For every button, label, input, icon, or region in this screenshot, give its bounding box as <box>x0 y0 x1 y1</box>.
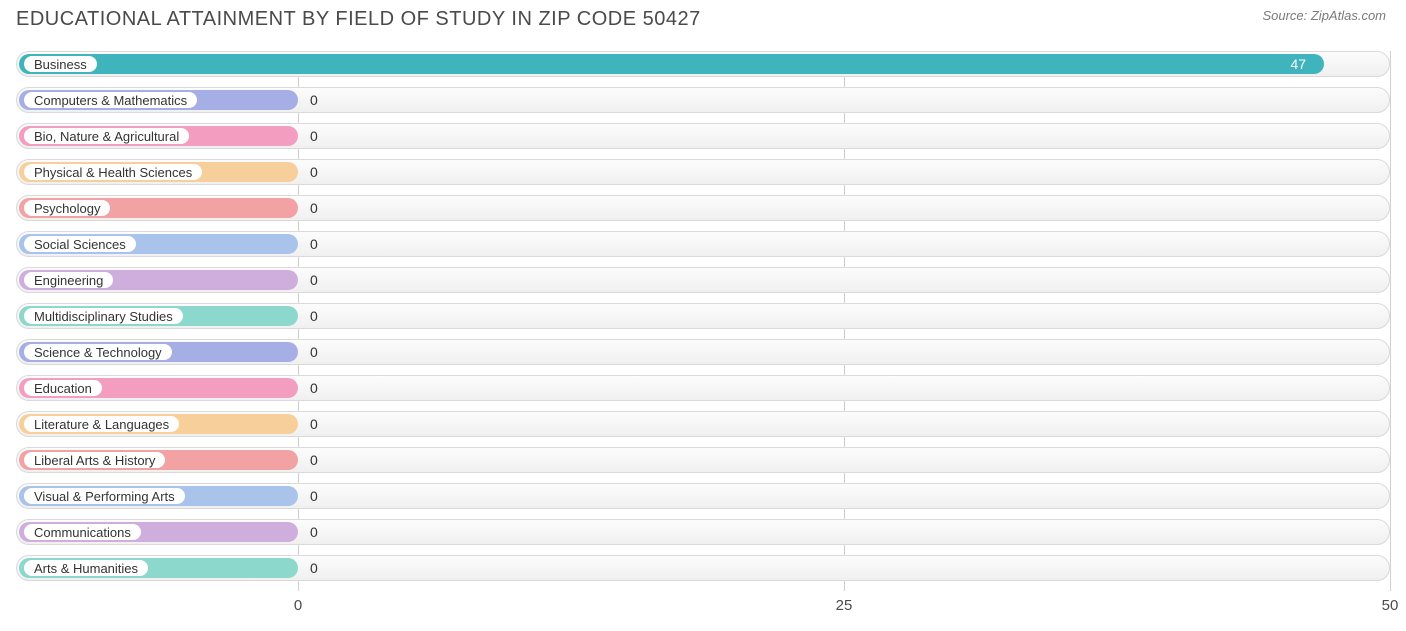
bar-row: Liberal Arts & History 0 <box>16 447 1390 473</box>
bar-value-label: 0 <box>310 519 318 545</box>
bar-value-label: 0 <box>310 303 318 329</box>
bar-value-label: 0 <box>310 483 318 509</box>
bar-row: Business 47 <box>16 51 1390 77</box>
x-tick: 50 <box>1382 597 1399 614</box>
bar-row: Education 0 <box>16 375 1390 401</box>
bar-value-label: 0 <box>310 411 318 437</box>
bar-value-label: 0 <box>310 447 318 473</box>
bar-row: Science & Technology 0 <box>16 339 1390 365</box>
bar-row: Literature & Languages 0 <box>16 411 1390 437</box>
bar-category-pill: Literature & Languages <box>24 416 179 432</box>
bar-value-label: 0 <box>310 231 318 257</box>
x-tick: 0 <box>294 597 302 614</box>
bar-value-label: 0 <box>310 339 318 365</box>
bar-category-pill: Visual & Performing Arts <box>24 488 185 504</box>
bar-value-label: 0 <box>310 123 318 149</box>
bar-category-pill: Engineering <box>24 272 113 288</box>
bar-category-pill: Computers & Mathematics <box>24 92 197 108</box>
bar-value-label: 0 <box>310 87 318 113</box>
chart-plot: Business47Computers & Mathematics0Bio, N… <box>16 51 1390 591</box>
bar-category-pill: Arts & Humanities <box>24 560 148 576</box>
x-tick: 25 <box>836 597 853 614</box>
bar-value-label: 47 <box>1290 51 1306 77</box>
bar-category-pill: Business <box>24 56 97 72</box>
bar-row: Multidisciplinary Studies 0 <box>16 303 1390 329</box>
gridline <box>1390 51 1391 591</box>
bar-value-label: 0 <box>310 375 318 401</box>
bar-value-label: 0 <box>310 195 318 221</box>
bar-category-pill: Bio, Nature & Agricultural <box>24 128 189 144</box>
bar <box>19 54 1324 74</box>
bar-value-label: 0 <box>310 159 318 185</box>
bar-category-pill: Multidisciplinary Studies <box>24 308 183 324</box>
bar-category-pill: Psychology <box>24 200 110 216</box>
bar-row: Bio, Nature & Agricultural 0 <box>16 123 1390 149</box>
bar-category-pill: Communications <box>24 524 141 540</box>
bar-category-pill: Science & Technology <box>24 344 172 360</box>
chart-header: EDUCATIONAL ATTAINMENT BY FIELD OF STUDY… <box>0 0 1406 39</box>
bar-row: Visual & Performing Arts 0 <box>16 483 1390 509</box>
bar-category-pill: Education <box>24 380 102 396</box>
bar-row: Engineering 0 <box>16 267 1390 293</box>
chart-title: EDUCATIONAL ATTAINMENT BY FIELD OF STUDY… <box>16 8 701 31</box>
bar-value-label: 0 <box>310 555 318 581</box>
bar-category-pill: Physical & Health Sciences <box>24 164 202 180</box>
chart-source: Source: ZipAtlas.com <box>1262 8 1386 23</box>
bar-row: Social Sciences 0 <box>16 231 1390 257</box>
bar-row: Psychology 0 <box>16 195 1390 221</box>
chart-area: Business47Computers & Mathematics0Bio, N… <box>0 39 1406 591</box>
bar-row: Arts & Humanities 0 <box>16 555 1390 581</box>
bar-row: Communications 0 <box>16 519 1390 545</box>
bar-row: Computers & Mathematics 0 <box>16 87 1390 113</box>
bar-row: Physical & Health Sciences 0 <box>16 159 1390 185</box>
bar-category-pill: Liberal Arts & History <box>24 452 165 468</box>
bar-value-label: 0 <box>310 267 318 293</box>
chart-x-axis: 02550 <box>16 597 1390 627</box>
bar-category-pill: Social Sciences <box>24 236 136 252</box>
